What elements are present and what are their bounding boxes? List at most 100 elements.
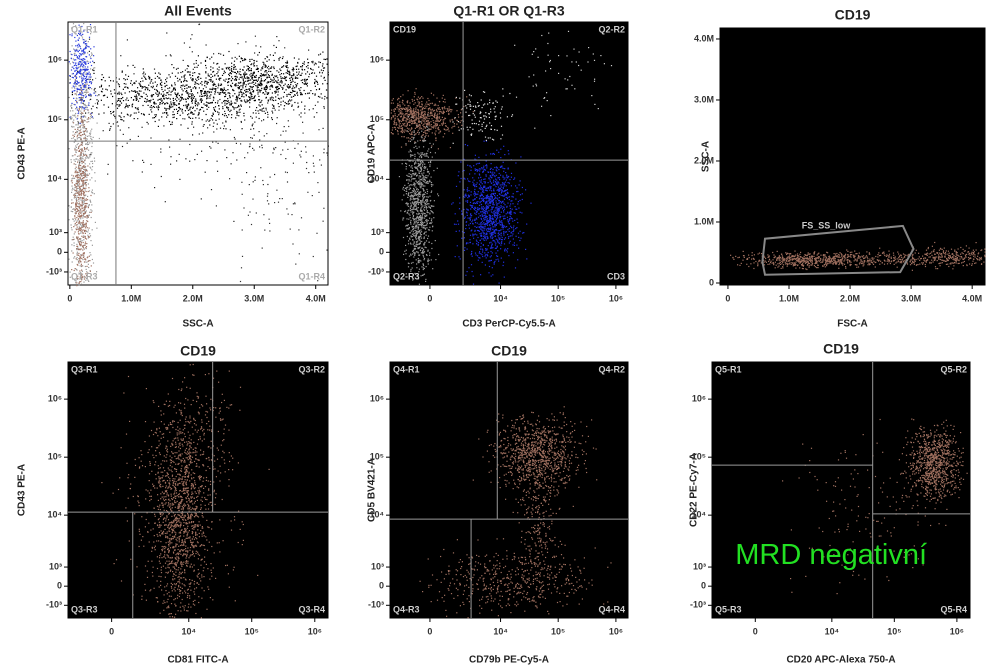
y-tick-label: 10⁶ [48, 55, 62, 65]
x-tick-label: 10⁵ [551, 293, 565, 303]
x-tick-label: 3.0M [244, 293, 264, 303]
chart-title: CD19 [491, 343, 527, 359]
plot-area [67, 21, 329, 286]
y-tick-label: -10³ [368, 600, 384, 610]
point-cloud [390, 30, 613, 285]
chart-title: CD19 [180, 343, 216, 359]
annotation: MRD negativní [735, 539, 927, 571]
y-tick-label: 10³ [49, 561, 62, 571]
x-tick-label: 0 [427, 626, 432, 636]
gate-label: Q1-R1 [71, 24, 98, 34]
y-tick-label: 10⁶ [48, 394, 62, 404]
plot-area [389, 361, 629, 619]
y-tick-label: 10³ [49, 227, 62, 237]
y-tick-label: -10³ [368, 266, 384, 276]
x-tick-label: 10⁴ [493, 626, 507, 636]
x-tick-label: 0 [725, 293, 730, 303]
plot-area [719, 27, 986, 286]
x-tick-label: 0 [427, 293, 432, 303]
y-tick-label: 0 [379, 247, 384, 257]
x-tick-label: 2.0M [840, 293, 860, 303]
y-tick-label: 10⁵ [48, 452, 62, 462]
gate-label: Q1-R4 [298, 271, 325, 281]
x-tick-label: 0 [753, 626, 758, 636]
point-cloud [730, 241, 986, 271]
y-tick-label: 0 [709, 277, 714, 287]
y-tick-label: 0 [701, 581, 706, 591]
chart-title: CD19 [835, 7, 871, 23]
y-tick-label: 0 [57, 581, 62, 591]
x-tick-label: 10⁶ [950, 626, 964, 636]
gate-label: CD19 [393, 24, 416, 34]
y-axis-label: CD43 PE-A [17, 464, 28, 516]
gate-polygon [761, 224, 915, 276]
y-tick-label: 10³ [693, 561, 706, 571]
x-axis-label: CD79b PE-Cy5-A [469, 655, 549, 666]
gate-label: Q2-R3 [393, 271, 420, 281]
y-tick-label: -10³ [46, 600, 62, 610]
x-axis-label: CD20 APC-Alexa 750-A [786, 655, 895, 666]
gate-label: Q1-R2 [298, 24, 325, 34]
gate-label: FS_SS_low [802, 220, 852, 230]
chart-title: Q1-R1 OR Q1-R3 [453, 3, 564, 19]
gate-label: Q2-R2 [598, 24, 625, 34]
y-tick-label: 10⁴ [370, 174, 384, 184]
gate-label: Q5-R3 [715, 604, 742, 614]
y-tick-label: 0 [57, 247, 62, 257]
y-tick-label: 10⁵ [370, 114, 384, 124]
y-tick-label: 10³ [371, 227, 384, 237]
y-tick-label: 4.0M [694, 33, 714, 43]
x-tick-label: 4.0M [962, 293, 982, 303]
y-tick-label: 2.0M [694, 155, 714, 165]
y-tick-label: 10⁴ [48, 174, 62, 184]
gate-label: Q4-R1 [393, 364, 420, 374]
y-tick-label: 10⁶ [370, 394, 384, 404]
y-axis-label: CD5 BV421-A [367, 458, 378, 522]
y-tick-label: 10⁴ [370, 510, 384, 520]
gate-label: Q5-R4 [940, 604, 967, 614]
x-axis-label: CD81 FITC-A [167, 655, 228, 666]
scatter-panel: CD19 FSC-A SSC-A 0 1.0M 2.0M 3.0M 4.0M 0 1.0M 2.0M… [694, 7, 986, 330]
y-tick-label: 10⁴ [692, 510, 706, 520]
y-tick-label: 0 [379, 581, 384, 591]
chart-title: CD19 [823, 341, 859, 357]
point-cloud [782, 418, 968, 595]
x-tick-label: 10⁶ [609, 626, 623, 636]
gate-label: Q4-R3 [393, 604, 420, 614]
x-tick-label: 10⁴ [493, 293, 507, 303]
x-axis-label: CD3 PerCP-Cy5.5-A [462, 319, 555, 330]
scatter-panel: CD19 CD81 FITC-A CD43 PE-A 0 10⁴ 10⁵ 10⁶ 10⁶ 10⁵… [17, 343, 329, 666]
gate-label: Q5-R2 [940, 364, 967, 374]
y-tick-label: 10⁵ [370, 452, 384, 462]
gate-label: Q3-R3 [71, 604, 98, 614]
y-axis-label: CD43 PE-A [17, 127, 28, 179]
x-tick-label: 1.0M [779, 293, 799, 303]
scatter-panel: CD19 CD20 APC-Alexa 750-A CD22 PE-Cy7-A 0 10… [689, 341, 971, 666]
x-tick-label: 10⁴ [182, 626, 196, 636]
y-tick-label: 3.0M [694, 94, 714, 104]
gate-label: Q3-R1 [71, 364, 98, 374]
x-tick-label: 4.0M [306, 293, 326, 303]
x-tick-label: 10⁶ [308, 626, 322, 636]
gate-label: Q4-R2 [598, 364, 625, 374]
scatter-panel: Q1-R1 OR Q1-R3 CD3 PerCP-Cy5.5-A CD19 APC-… [367, 3, 629, 330]
x-tick-label: 10⁴ [825, 626, 839, 636]
x-axis-label: FSC-A [837, 319, 868, 330]
gate-label: Q1-R3 [71, 271, 98, 281]
y-tick-label: 10³ [371, 561, 384, 571]
y-axis-label: CD19 APC-A [367, 124, 378, 184]
y-tick-label: 10⁴ [48, 510, 62, 520]
plot-area [67, 361, 329, 619]
x-tick-label: 0 [67, 293, 72, 303]
point-cloud [68, 23, 329, 287]
chart-title: All Events [164, 3, 232, 19]
point-cloud [419, 406, 612, 619]
y-tick-label: -10³ [46, 266, 62, 276]
x-tick-label: 10⁵ [887, 626, 901, 636]
x-tick-label: 10⁶ [609, 293, 623, 303]
gate-label: Q5-R1 [715, 364, 742, 374]
gate-label: Q3-R2 [298, 364, 325, 374]
y-tick-label: 10⁵ [692, 452, 706, 462]
y-tick-label: 10⁶ [370, 55, 384, 65]
y-tick-label: -10³ [690, 600, 706, 610]
